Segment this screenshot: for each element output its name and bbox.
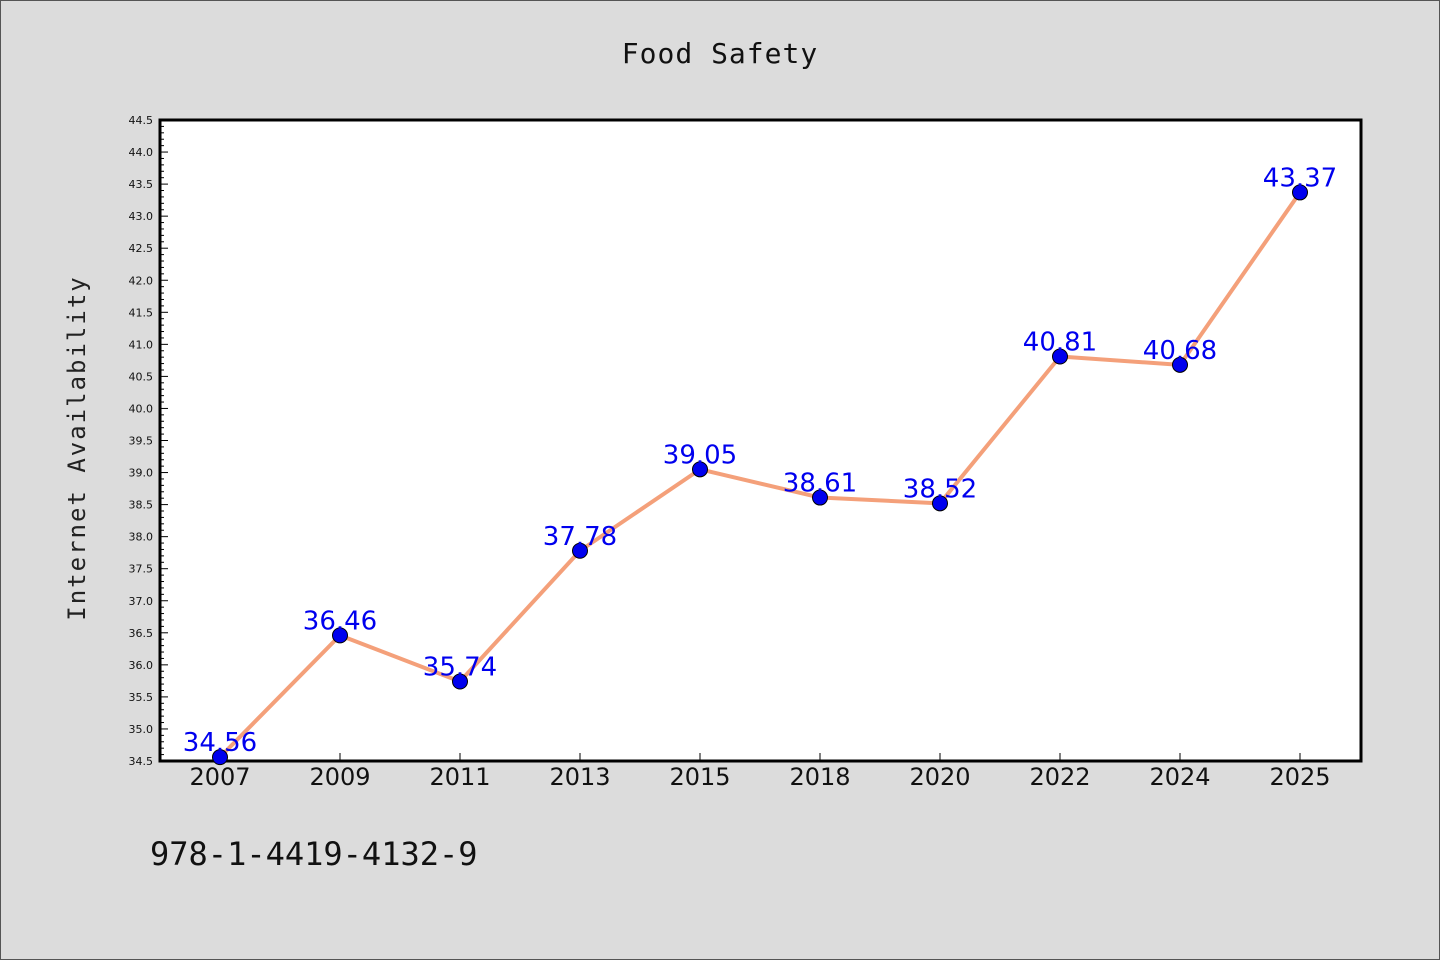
- data-label: 37.78: [543, 522, 617, 552]
- y-tick-label: 42.5: [129, 242, 154, 255]
- data-label: 39.05: [663, 440, 737, 470]
- y-tick-label: 41.0: [129, 338, 154, 351]
- y-tick-label: 38.0: [129, 531, 154, 544]
- data-label: 43.37: [1263, 163, 1337, 193]
- data-label: 38.52: [903, 474, 977, 504]
- x-axis-ticks: 2007 2009 2011 2013 2015 2018 2020 2022 2024 2025: [189, 753, 1331, 791]
- y-tick-label: 38.5: [129, 499, 154, 512]
- chart-title: Food Safety: [622, 37, 818, 70]
- x-tick-label: 2024: [1149, 763, 1210, 791]
- y-tick-label: 43.0: [129, 210, 154, 223]
- x-tick-label: 2007: [189, 763, 250, 791]
- plot-area: [158, 118, 1363, 763]
- x-tick-label: 2015: [669, 763, 730, 791]
- y-tick-label: 37.0: [129, 595, 154, 608]
- y-tick-label: 44.0: [129, 146, 154, 159]
- x-tick-label: 2025: [1269, 763, 1330, 791]
- data-point: [332, 627, 348, 644]
- series-group: 34.56 36.46 35.74 37.78 39.05 38.61 38.52 40.81…: [183, 163, 1337, 766]
- data-point: [692, 461, 708, 478]
- data-label: 40.68: [1143, 336, 1217, 366]
- y-tick-label: 36.0: [129, 659, 154, 672]
- y-tick-label: 43.5: [129, 178, 154, 191]
- isbn-footer: 978-1-4419-4132-9: [150, 835, 478, 873]
- data-point: [452, 673, 468, 690]
- x-tick-label: 2020: [909, 763, 970, 791]
- x-tick-label: 2022: [1029, 763, 1090, 791]
- data-point: [1292, 184, 1308, 201]
- y-tick-label: 42.0: [129, 274, 154, 287]
- y-tick-label: 39.0: [129, 467, 154, 480]
- data-label: 35.74: [423, 653, 497, 683]
- data-point: [1052, 348, 1068, 365]
- data-point: [572, 542, 588, 559]
- y-axis-ticks: 34.5 35.0 35.5 36.0 36.5 37.0 37.5 38.0 38.5 39.0…: [129, 114, 168, 768]
- x-tick-label: 2009: [309, 763, 370, 791]
- y-tick-label: 41.5: [129, 306, 154, 319]
- y-tick-label: 37.5: [129, 563, 154, 576]
- y-tick-label: 35.0: [129, 723, 154, 736]
- series-line: [218, 191, 1302, 759]
- x-tick-label: 2013: [549, 763, 610, 791]
- y-tick-label: 44.5: [129, 114, 154, 127]
- y-tick-label: 34.5: [129, 755, 154, 768]
- data-label: 34.56: [183, 728, 257, 758]
- x-tick-label: 2011: [429, 763, 490, 791]
- y-tick-label: 40.0: [129, 402, 154, 415]
- data-label: 36.46: [303, 606, 377, 636]
- x-tick-label: 2018: [789, 763, 850, 791]
- data-point: [932, 495, 948, 512]
- y-axis-label: Internet Availability: [63, 275, 91, 620]
- data-point: [812, 489, 828, 506]
- data-label: 40.81: [1023, 328, 1097, 358]
- y-tick-label: 40.5: [129, 370, 154, 383]
- y-tick-label: 39.5: [129, 435, 154, 448]
- y-tick-label: 36.5: [129, 627, 154, 640]
- data-point: [212, 749, 228, 766]
- y-tick-label: 35.5: [129, 691, 154, 704]
- data-point: [1172, 356, 1188, 373]
- data-label: 38.61: [783, 469, 857, 499]
